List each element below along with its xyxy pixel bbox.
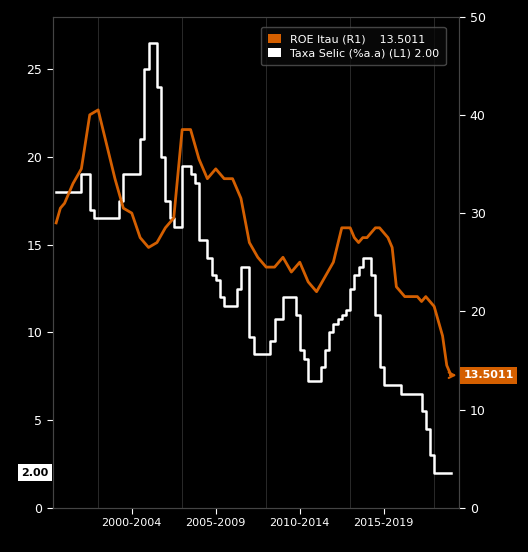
Text: 13.5011: 13.5011 [464,370,514,380]
Legend: ROE Itau (R1)    13.5011, Taxa Selic (%a.a) (L1) 2.00: ROE Itau (R1) 13.5011, Taxa Selic (%a.a)… [261,27,446,65]
Text: 2.00: 2.00 [22,468,49,477]
